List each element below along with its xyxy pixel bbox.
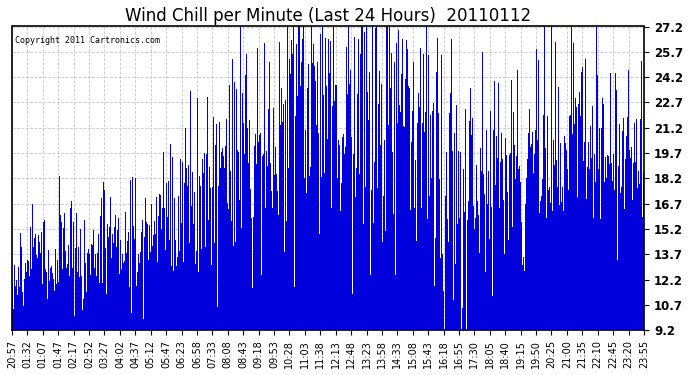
Text: Copyright 2011 Cartronics.com: Copyright 2011 Cartronics.com (15, 36, 160, 45)
Title: Wind Chill per Minute (Last 24 Hours)  20110112: Wind Chill per Minute (Last 24 Hours) 20… (125, 7, 531, 25)
